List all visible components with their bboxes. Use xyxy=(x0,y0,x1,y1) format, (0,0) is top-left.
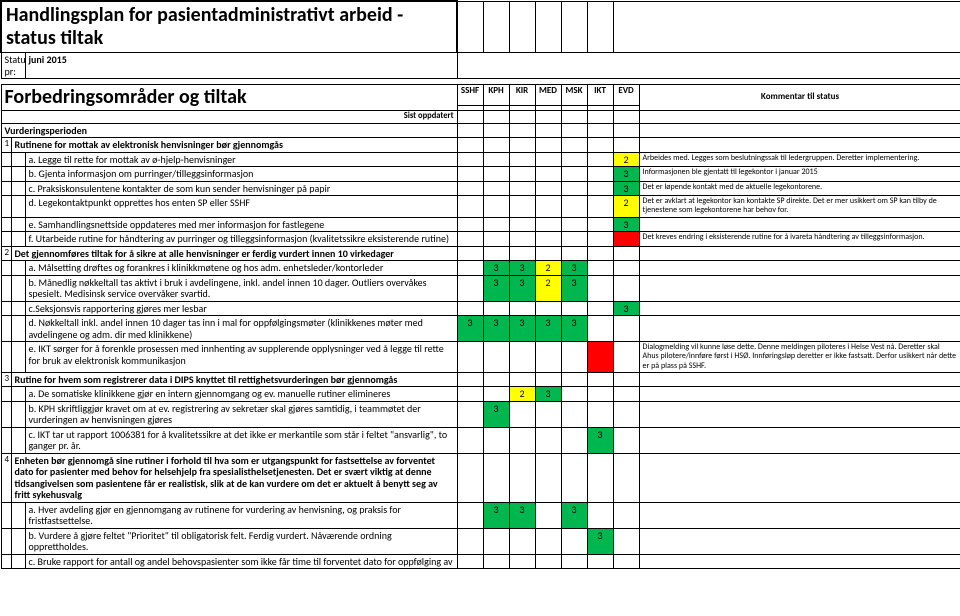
row-text: b. Vurdere å gjøre feltet "Prioritet" ti… xyxy=(25,528,457,554)
status-cell: 3 xyxy=(509,261,535,276)
row-comment: Det er løpende kontakt med de aktuelle l… xyxy=(639,181,960,196)
row-text: c. Praksiskonsulentene kontakter de som … xyxy=(25,181,457,196)
col-ikt: IKT xyxy=(587,85,613,106)
row-text: a. Hver avdeling gjør en gjennomgang av … xyxy=(25,502,457,528)
col-evd: EVD xyxy=(613,85,639,106)
status-cell: 3 xyxy=(561,261,587,276)
status-pr-value: juni 2015 xyxy=(25,53,457,79)
status-cell: 2 xyxy=(613,152,639,167)
row-comment: Arbeides med. Legges som beslutningssak … xyxy=(639,152,960,167)
section-title: Forbedringsområder og tiltak xyxy=(1,85,457,111)
status-cell: 2 xyxy=(509,387,535,402)
status-pr-label: Status pr: xyxy=(1,53,25,79)
row-text: a. De somatiske klinikkene gjør en inter… xyxy=(25,387,457,402)
row-text: a. Målsetting drøftes og forankres i kli… xyxy=(25,261,457,276)
status-cell: 3 xyxy=(483,401,509,427)
col-sshf: SSHF xyxy=(457,85,483,106)
status-cell: 3 xyxy=(587,427,613,453)
row-text: c.Seksjonsvis rapportering gjøres mer le… xyxy=(25,301,457,316)
row-text: e. Samhandlingsnettside oppdateres med m… xyxy=(25,217,457,232)
row-text: Rutine for hvem som registrerer data i D… xyxy=(11,372,457,387)
row-text: b. Månedlig nøkkeltall tas aktivt i bruk… xyxy=(25,275,457,301)
status-cell: 3 xyxy=(561,275,587,301)
row-comment: Det er avklart at legekontor kan kontakt… xyxy=(639,196,960,217)
row-text: c. Bruke rapport for antall og andel beh… xyxy=(25,554,457,569)
row-idx: 1 xyxy=(1,138,11,153)
col-kir: KIR xyxy=(509,85,535,106)
status-cell xyxy=(613,232,639,247)
status-cell: 3 xyxy=(483,261,509,276)
page-title: Handlingsplan for pasientadministrativt … xyxy=(1,1,457,53)
status-cell: 3 xyxy=(483,316,509,342)
col-kph: KPH xyxy=(483,85,509,106)
row-comment: Dialogmelding vil kunne løse dette. Denn… xyxy=(639,342,960,373)
row-text: e. IKT sørger for å forenkle prosessen m… xyxy=(25,342,457,373)
row-comment: Informasjonen ble gjentatt til legekonto… xyxy=(639,167,960,182)
status-cell: 3 xyxy=(535,316,561,342)
spreadsheet-table: Handlingsplan for pasientadministrativt … xyxy=(0,0,960,569)
status-cell: 3 xyxy=(587,528,613,554)
row-text: Rutinene for mottak av elektronisk henvi… xyxy=(11,138,457,153)
row-text: c. IKT tar ut rapport 1006381 for å kval… xyxy=(25,427,457,453)
status-cell: 3 xyxy=(613,181,639,196)
status-cell: 3 xyxy=(457,316,483,342)
status-cell: 3 xyxy=(509,502,535,528)
col-msk: MSK xyxy=(561,85,587,106)
sist-oppdatert-label: Sist oppdatert xyxy=(1,111,457,124)
row-comment: Det kreves endring i eksisterende rutine… xyxy=(639,232,960,247)
row-text: f. Utarbeide rutine for håndtering av pu… xyxy=(25,232,457,247)
status-cell xyxy=(587,342,613,373)
row-text: a. Legge til rette for mottak av ø-hjelp… xyxy=(25,152,457,167)
row-text: d. Nøkkeltall inkl. andel innen 10 dager… xyxy=(25,316,457,342)
status-cell: 2 xyxy=(613,196,639,217)
col-comment: Kommentar til status xyxy=(639,85,960,111)
vurderingsperioden: Vurderingsperioden xyxy=(1,123,457,138)
row-text: Enheten bør gjennomgå sine rutiner i for… xyxy=(11,453,457,502)
row-idx: 2 xyxy=(1,246,11,261)
row-idx: 4 xyxy=(1,453,11,502)
row-text: d. Legekontaktpunkt opprettes hos enten … xyxy=(25,196,457,217)
status-cell: 2 xyxy=(535,261,561,276)
status-cell: 3 xyxy=(613,167,639,182)
status-cell: 3 xyxy=(509,316,535,342)
row-text: b. KPH skriftliggjør kravet om at ev. re… xyxy=(25,401,457,427)
status-cell: 3 xyxy=(483,275,509,301)
col-med: MED xyxy=(535,85,561,106)
row-text: b. Gjenta informasjon om purringer/tille… xyxy=(25,167,457,182)
status-cell: 3 xyxy=(613,301,639,316)
status-cell: 3 xyxy=(561,502,587,528)
row-idx: 3 xyxy=(1,372,11,387)
status-cell: 3 xyxy=(613,217,639,232)
status-cell: 3 xyxy=(483,502,509,528)
status-cell: 2 xyxy=(535,275,561,301)
status-cell: 3 xyxy=(535,387,561,402)
status-cell: 3 xyxy=(561,316,587,342)
row-text: Det gjennomføres tiltak for å sikre at a… xyxy=(11,246,457,261)
status-cell: 3 xyxy=(509,275,535,301)
